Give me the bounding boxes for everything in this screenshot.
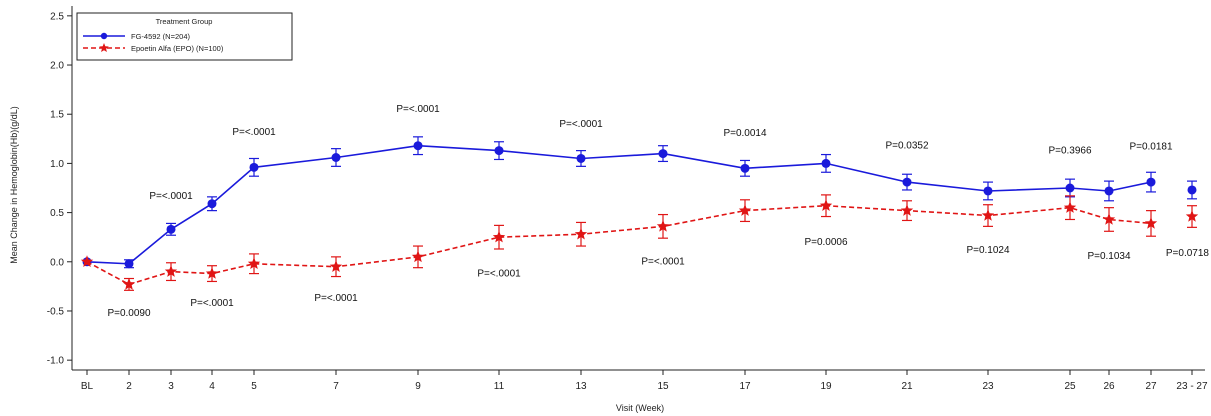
legend-title: Treatment Group xyxy=(156,17,213,26)
p-value-label: P=<.0001 xyxy=(314,293,358,304)
data-point xyxy=(492,230,506,243)
x-tick-label: 25 xyxy=(1064,381,1076,392)
data-point xyxy=(207,199,217,209)
p-value-label: P=<.0001 xyxy=(641,257,685,268)
x-tick-label: 9 xyxy=(415,381,421,392)
annotations: P=0.0090 P=<.0001 P=<.0001 P=<.0001 P=<.0001… xyxy=(107,104,1209,319)
data-point xyxy=(411,250,425,263)
x-tick-label: 23 xyxy=(982,381,994,392)
x-tick-label: 11 xyxy=(494,381,505,392)
x-tick-label: 5 xyxy=(251,381,257,392)
y-tick-label: -0.5 xyxy=(47,306,65,317)
data-point xyxy=(1144,216,1158,229)
legend-marker xyxy=(99,43,109,52)
data-point xyxy=(331,153,341,163)
p-value-label: P=0.0006 xyxy=(804,237,848,248)
data-point xyxy=(247,257,261,269)
data-point xyxy=(80,255,94,267)
p-value-label: P=0.3966 xyxy=(1048,146,1092,157)
data-point xyxy=(124,259,134,269)
data-point xyxy=(249,162,259,172)
y-tick-label: 2.5 xyxy=(50,11,64,22)
p-value-label: P=0.0181 xyxy=(1129,142,1173,153)
x-tick-label: 15 xyxy=(657,381,669,392)
y-tick-label: 0.5 xyxy=(50,208,64,219)
data-point xyxy=(1102,213,1116,225)
p-value-label: P=0.0352 xyxy=(885,141,929,152)
data-point xyxy=(740,163,750,173)
x-tick-label: BL xyxy=(81,381,94,392)
legend-item: FG-4592 (N=204) xyxy=(83,32,190,41)
data-point xyxy=(738,204,752,216)
x-axis-ticks: BL 2 3 4 5 7 9 11 13 15 17 19 21 23 25 26 27 23 - 27 xyxy=(81,370,1208,392)
y-axis-ticks: 2.5 2.0 1.5 1.0 0.5 0.0 -0.5 -1.0 xyxy=(47,11,72,367)
data-point xyxy=(166,224,176,234)
data-point xyxy=(413,141,423,151)
data-point xyxy=(329,260,343,272)
data-point xyxy=(1187,185,1197,195)
data-point xyxy=(122,277,136,290)
x-tick-label: 17 xyxy=(739,381,751,392)
p-value-label: P=0.0718 xyxy=(1166,248,1210,259)
x-tick-label: 19 xyxy=(820,381,832,392)
data-point xyxy=(1104,186,1114,196)
p-value-label: P=<.0001 xyxy=(477,269,521,280)
y-tick-label: 2.0 xyxy=(50,61,64,72)
p-value-label: P=0.0014 xyxy=(723,128,767,139)
p-value-label: P=0.0090 xyxy=(107,308,151,319)
data-point xyxy=(658,149,668,159)
data-point xyxy=(576,153,586,163)
y-tick-label: 1.5 xyxy=(50,110,64,121)
y-tick-label: 0.0 xyxy=(50,257,64,268)
data-point xyxy=(205,267,219,279)
x-axis-title: Visit (Week) xyxy=(616,403,664,413)
data-point xyxy=(902,177,912,187)
x-tick-label: 21 xyxy=(901,381,913,392)
data-point xyxy=(1185,210,1199,222)
x-tick-label: 23 - 27 xyxy=(1176,381,1208,392)
legend: Treatment Group FG-4592 (N=204) Epoetin A… xyxy=(76,12,293,61)
x-tick-label: 7 xyxy=(333,381,339,392)
data-point xyxy=(574,227,588,240)
series-2 xyxy=(80,194,1199,291)
y-tick-label: -1.0 xyxy=(47,356,65,367)
series-1 xyxy=(82,136,1197,269)
data-point xyxy=(1065,183,1075,193)
p-value-label: P=<.0001 xyxy=(190,298,234,309)
y-tick-label: 1.0 xyxy=(50,159,64,170)
legend-label: FG-4592 (N=204) xyxy=(131,32,190,41)
data-point xyxy=(981,209,995,221)
data-point xyxy=(1146,177,1156,187)
x-tick-label: 13 xyxy=(575,381,587,392)
y-axis-title: Mean Change in Hemoglobin(Hb)(g/dL) xyxy=(9,106,19,264)
p-value-label: P=<.0001 xyxy=(559,119,603,130)
legend-items: FG-4592 (N=204) Epoetin Alfa (EPO) (N=100… xyxy=(83,32,224,53)
legend-label: Epoetin Alfa (EPO) (N=100) xyxy=(131,44,224,53)
data-point xyxy=(900,204,914,216)
axes xyxy=(71,6,1205,371)
p-value-label: P=<.0001 xyxy=(149,191,193,202)
x-tick-label: 2 xyxy=(126,381,132,392)
x-tick-label: 4 xyxy=(209,381,215,392)
x-tick-label: 3 xyxy=(168,381,174,392)
p-value-label: P=0.1034 xyxy=(1087,251,1131,262)
data-point xyxy=(821,158,831,168)
data-point xyxy=(983,186,993,196)
p-value-label: P=<.0001 xyxy=(232,127,276,138)
data-point xyxy=(1063,201,1077,213)
data-point xyxy=(164,265,178,277)
x-tick-label: 27 xyxy=(1145,381,1157,392)
data-point xyxy=(494,146,504,156)
series-layer xyxy=(80,136,1199,291)
p-value-label: P=0.1024 xyxy=(966,245,1010,256)
legend-marker xyxy=(100,32,108,40)
data-point xyxy=(819,199,833,211)
data-point xyxy=(656,219,670,232)
legend-item: Epoetin Alfa (EPO) (N=100) xyxy=(83,43,224,53)
x-tick-label: 26 xyxy=(1103,381,1115,392)
p-value-label: P=<.0001 xyxy=(396,104,440,115)
